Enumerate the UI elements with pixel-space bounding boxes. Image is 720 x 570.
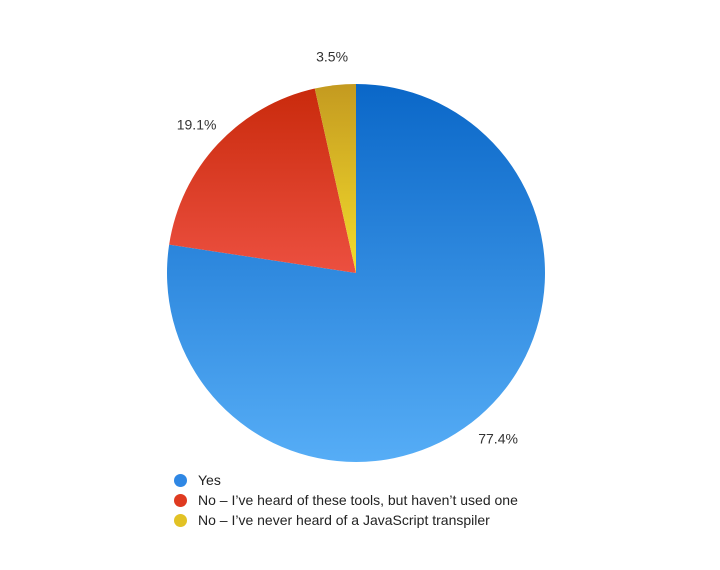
legend-item-yes[interactable]: Yes [174, 470, 518, 490]
legend-item-never-heard[interactable]: No – I’ve never heard of a JavaScript tr… [174, 510, 518, 530]
legend-swatch-yes [174, 473, 187, 487]
legend-label-yes: Yes [198, 472, 221, 488]
legend: Yes No – I’ve heard of these tools, but … [174, 470, 518, 530]
pie-value-labels: 77.4% 19.1% 3.5% [177, 48, 518, 446]
value-label-yes: 77.4% [478, 430, 518, 446]
pie-slices [166, 84, 545, 462]
legend-label-never-heard: No – I’ve never heard of a JavaScript tr… [198, 512, 490, 528]
value-label-never-heard: 3.5% [316, 48, 348, 64]
legend-swatch-never-heard [174, 513, 187, 527]
legend-swatch-heard-not-used [174, 493, 187, 507]
pie-slice-never-heard[interactable] [314, 84, 356, 273]
pie-slice-heard-not-used[interactable] [169, 88, 356, 274]
value-label-heard-not-used: 19.1% [177, 116, 217, 132]
pie-slice-yes[interactable] [166, 84, 545, 462]
legend-label-heard-not-used: No – I’ve heard of these tools, but have… [198, 492, 518, 508]
legend-item-heard-not-used[interactable]: No – I’ve heard of these tools, but have… [174, 490, 518, 510]
